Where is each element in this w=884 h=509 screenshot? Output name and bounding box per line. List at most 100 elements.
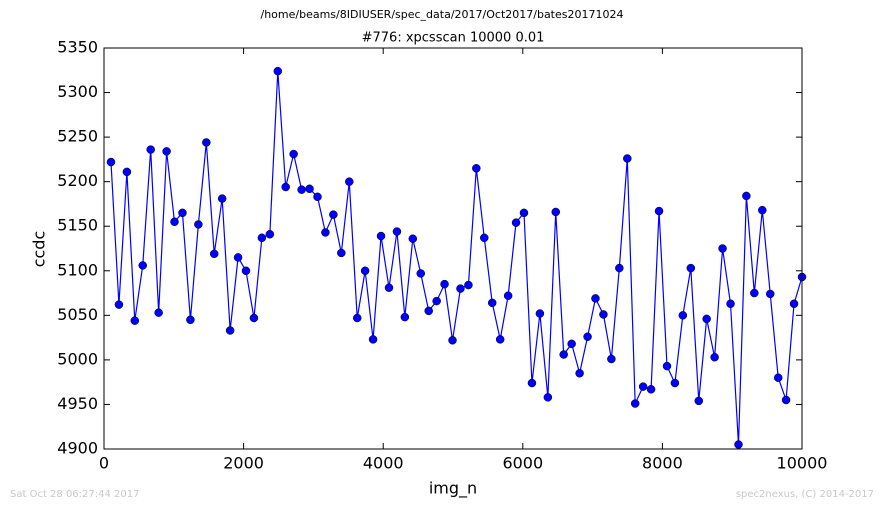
point	[297, 185, 306, 194]
point	[487, 298, 497, 308]
point	[265, 229, 275, 239]
point	[670, 378, 680, 388]
point	[225, 326, 235, 335]
point	[345, 177, 354, 186]
point	[599, 310, 608, 319]
x-axis-label: img_n	[429, 479, 477, 499]
point	[781, 395, 791, 405]
point	[742, 191, 751, 201]
point	[130, 316, 140, 325]
point	[559, 350, 568, 359]
point	[543, 393, 553, 402]
point	[718, 244, 727, 253]
point	[495, 335, 505, 344]
point	[511, 218, 521, 227]
point	[321, 228, 330, 237]
x-tick-label: 4000	[363, 454, 404, 473]
point	[630, 399, 640, 408]
point	[305, 184, 314, 194]
point	[392, 227, 402, 236]
point	[202, 138, 211, 147]
point	[734, 440, 743, 449]
point	[535, 309, 545, 318]
y-tick-label: 5200	[57, 171, 98, 190]
x-tick-label: 10000	[777, 454, 828, 473]
point	[472, 164, 481, 173]
point	[773, 373, 783, 382]
point	[694, 396, 704, 406]
point	[352, 313, 362, 323]
point	[726, 299, 735, 308]
point	[249, 313, 259, 323]
point	[464, 280, 473, 290]
point	[789, 299, 799, 308]
x-tick-label: 6000	[502, 454, 543, 473]
x-tick-label: 8000	[642, 454, 683, 473]
series-line	[110, 71, 803, 445]
point	[519, 208, 529, 218]
y-tick-label: 5300	[57, 82, 98, 101]
point	[114, 300, 124, 309]
point	[122, 167, 132, 177]
point	[217, 194, 227, 203]
point	[623, 154, 632, 163]
point	[186, 315, 195, 325]
point	[758, 205, 767, 215]
point	[400, 312, 410, 322]
footer-right: spec2nexus, (C) 2014-2017	[736, 489, 874, 500]
point	[194, 220, 203, 229]
point	[273, 66, 283, 76]
point	[289, 149, 298, 159]
point	[329, 210, 338, 219]
point	[337, 248, 346, 258]
point	[170, 217, 179, 227]
point	[241, 266, 251, 276]
point	[575, 369, 584, 378]
point	[313, 192, 322, 202]
point	[146, 145, 155, 154]
point	[257, 233, 267, 243]
suptitle: /home/beams/8IDIUSER/spec_data/2017/Oct2…	[261, 8, 624, 21]
point	[178, 208, 187, 218]
point	[424, 306, 433, 316]
y-tick-label: 5050	[57, 305, 98, 324]
point	[154, 308, 163, 317]
chart-title: #776: xpcsscan 10000 0.01	[362, 31, 545, 46]
point	[209, 249, 219, 259]
y-tick-label: 5350	[57, 38, 98, 57]
y-tick-label: 4900	[57, 439, 98, 458]
point	[615, 263, 624, 273]
point	[281, 182, 290, 192]
y-tick-label: 5100	[57, 260, 98, 279]
point	[440, 279, 449, 289]
point	[408, 234, 418, 243]
point	[138, 261, 147, 270]
point	[456, 284, 465, 293]
y-tick-label: 5000	[57, 349, 98, 368]
point	[527, 378, 537, 388]
point	[503, 291, 513, 300]
point	[448, 336, 457, 345]
point	[480, 233, 489, 243]
point	[702, 314, 711, 324]
point	[106, 157, 116, 167]
point	[654, 206, 664, 216]
point	[686, 263, 696, 273]
y-axis-label: ccdc	[30, 231, 49, 268]
point	[376, 231, 386, 241]
point	[583, 332, 592, 341]
point	[646, 385, 656, 394]
y-tick-label: 5250	[57, 127, 98, 146]
x-tick-label: 2000	[223, 454, 264, 473]
point	[551, 207, 560, 217]
point	[162, 147, 171, 156]
point	[662, 361, 672, 371]
point	[678, 311, 688, 320]
point	[384, 283, 394, 292]
point	[368, 335, 378, 344]
point	[432, 296, 441, 306]
point	[233, 253, 243, 262]
x-tick-label: 0	[99, 454, 109, 473]
point	[607, 354, 616, 364]
y-tick-label: 5150	[57, 216, 98, 235]
